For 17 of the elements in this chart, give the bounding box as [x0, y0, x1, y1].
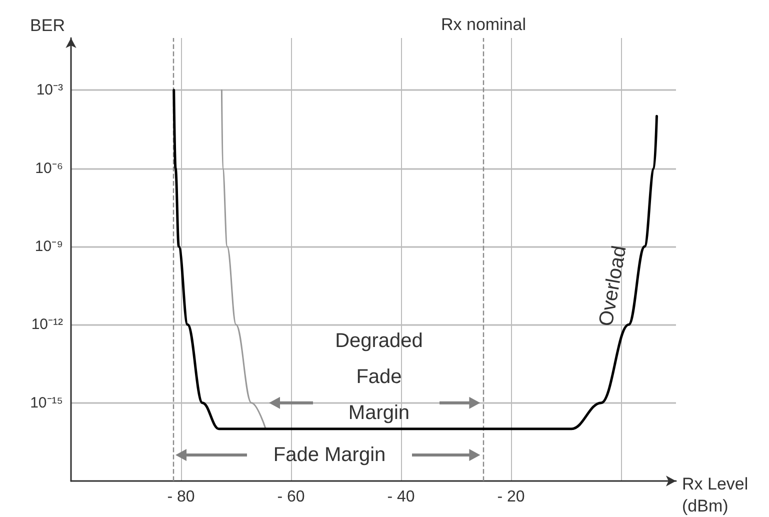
line-series: [220, 89, 266, 430]
y-tick-label: 10⁻¹²: [31, 316, 63, 334]
x-tick-label: - 40: [387, 488, 415, 506]
line-series: [172, 88, 658, 430]
x-tick-label: - 80: [167, 488, 195, 506]
annotation: Degraded Fade Margin: [334, 328, 424, 426]
x-tick-label: - 20: [497, 488, 525, 506]
ref-line-label: Rx nominal: [440, 15, 526, 34]
y-tick-label: 10⁻⁹: [34, 238, 63, 255]
y-axis-title: BER: [30, 16, 65, 35]
y-tick-label: 10⁻¹⁵: [30, 394, 63, 412]
y-tick-label: 10⁻³: [36, 82, 63, 99]
x-axis-title: Rx Level (dBm): [682, 474, 748, 516]
y-tick-label: 10⁻⁶: [35, 160, 63, 177]
annotation: Overload: [594, 243, 632, 330]
x-tick-label: - 60: [277, 488, 305, 506]
annotation: Fade Margin: [273, 442, 386, 468]
